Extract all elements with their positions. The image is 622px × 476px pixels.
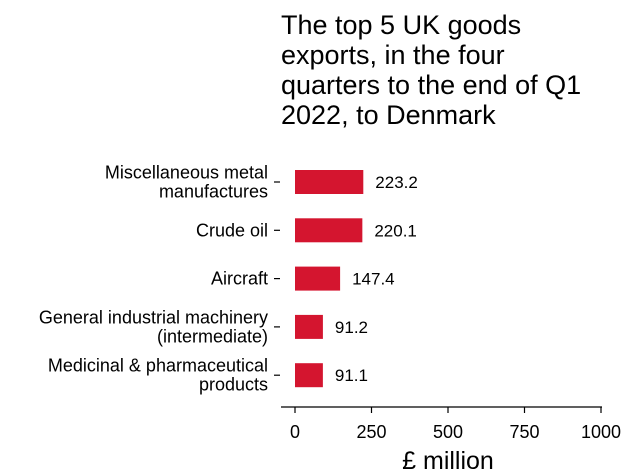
chart-title: The top 5 UK goods exports, in the four … bbox=[281, 10, 582, 130]
bar bbox=[295, 314, 323, 339]
x-tick-label: 250 bbox=[356, 422, 386, 442]
x-tick-label: 500 bbox=[433, 422, 463, 442]
data-label: 220.1 bbox=[374, 221, 417, 240]
bar bbox=[295, 363, 323, 388]
bar bbox=[295, 170, 364, 194]
category-label: Aircraft bbox=[211, 269, 268, 289]
data-label: 91.2 bbox=[335, 318, 368, 337]
bar bbox=[295, 266, 341, 291]
x-axis: 0 250 500 750 1000 bbox=[281, 406, 621, 442]
category-label: Crude oil bbox=[196, 220, 268, 240]
data-label: 223.2 bbox=[375, 173, 418, 192]
x-tick-label: 0 bbox=[290, 422, 300, 442]
bars-group bbox=[295, 170, 364, 388]
category-label: General industrial machinery (intermediat… bbox=[39, 307, 268, 346]
data-labels-group: 223.2 220.1 147.4 91.2 91.1 bbox=[335, 173, 418, 385]
x-tick-label: 1000 bbox=[581, 422, 621, 442]
x-tick-label: 750 bbox=[509, 422, 539, 442]
category-labels-group: Miscellaneous metal manufactures Crude oil… bbox=[39, 163, 280, 395]
bar bbox=[295, 218, 363, 243]
category-label: Miscellaneous metal manufactures bbox=[105, 163, 268, 202]
data-label: 91.1 bbox=[335, 366, 368, 385]
data-label: 147.4 bbox=[352, 270, 395, 289]
category-label: Medicinal & pharmaceutical products bbox=[48, 356, 268, 395]
x-axis-title: £ million bbox=[402, 447, 494, 475]
